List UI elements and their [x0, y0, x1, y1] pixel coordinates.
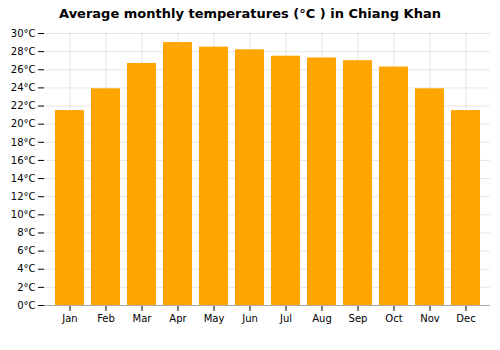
svg-text:20°C: 20°C: [11, 118, 36, 129]
svg-text:12°C: 12°C: [11, 191, 36, 202]
svg-text:16°C: 16°C: [11, 155, 36, 166]
svg-text:Dec: Dec: [456, 313, 475, 324]
svg-text:Oct: Oct: [385, 313, 402, 324]
svg-text:Mar: Mar: [133, 313, 153, 324]
svg-text:6°C: 6°C: [17, 245, 35, 256]
svg-text:4°C: 4°C: [17, 263, 35, 274]
svg-text:Jul: Jul: [279, 313, 292, 324]
svg-text:Jun: Jun: [241, 313, 258, 324]
svg-text:14°C: 14°C: [11, 173, 36, 184]
svg-text:24°C: 24°C: [11, 82, 36, 93]
svg-text:22°C: 22°C: [11, 100, 36, 111]
svg-text:0°C: 0°C: [17, 300, 35, 311]
svg-text:Aug: Aug: [312, 313, 332, 324]
svg-text:Feb: Feb: [97, 313, 115, 324]
svg-text:Sep: Sep: [349, 313, 368, 324]
svg-text:2°C: 2°C: [17, 282, 35, 293]
svg-text:10°C: 10°C: [11, 209, 36, 220]
html-text:Average monthly temperatures (: Average monthly temperatures (°C ) in Ch…: [59, 6, 441, 21]
svg-text:28°C: 28°C: [11, 46, 36, 57]
svg-text:8°C: 8°C: [17, 227, 35, 238]
svg-text:Apr: Apr: [169, 313, 187, 324]
svg-text:18°C: 18°C: [11, 137, 36, 148]
svg-text:Jan: Jan: [61, 313, 77, 324]
svg-text:30°C: 30°C: [11, 28, 36, 39]
svg-text:May: May: [204, 313, 225, 324]
svg-text:26°C: 26°C: [11, 64, 36, 75]
svg-text:Nov: Nov: [420, 313, 440, 324]
